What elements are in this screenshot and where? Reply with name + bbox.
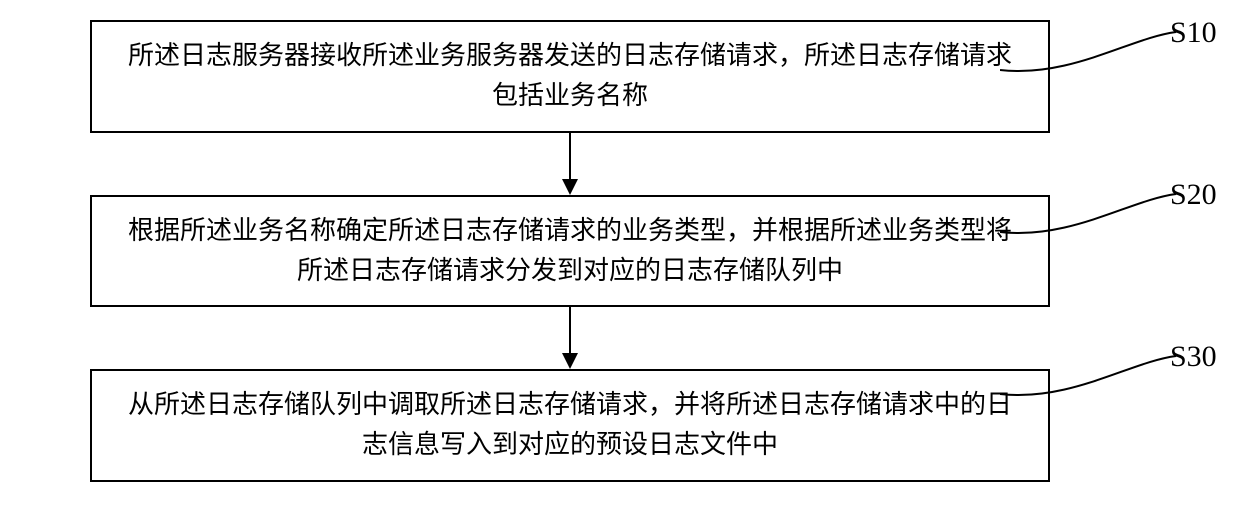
- arrow-s20-s30: [40, 307, 1100, 369]
- arrow-s10-s20: [40, 133, 1100, 195]
- step-label-s30: S30: [1170, 340, 1217, 374]
- flow-step-s10: 所述日志服务器接收所述业务服务器发送的日志存储请求，所述日志存储请求包括业务名称: [90, 20, 1050, 133]
- flow-step-s20: 根据所述业务名称确定所述日志存储请求的业务类型，并根据所述业务类型将所述日志存储…: [90, 195, 1050, 308]
- step-text: 从所述日志存储队列中调取所述日志存储请求，并将所述日志存储请求中的日志信息写入到…: [128, 390, 1012, 459]
- flowchart-container: 所述日志服务器接收所述业务服务器发送的日志存储请求，所述日志存储请求包括业务名称…: [40, 20, 1100, 482]
- step-label-s20: S20: [1170, 178, 1217, 212]
- step-text: 所述日志服务器接收所述业务服务器发送的日志存储请求，所述日志存储请求包括业务名称: [128, 41, 1012, 110]
- flow-step-s30: 从所述日志存储队列中调取所述日志存储请求，并将所述日志存储请求中的日志信息写入到…: [90, 369, 1050, 482]
- step-label-s10: S10: [1170, 16, 1217, 50]
- step-text: 根据所述业务名称确定所述日志存储请求的业务类型，并根据所述业务类型将所述日志存储…: [128, 216, 1012, 285]
